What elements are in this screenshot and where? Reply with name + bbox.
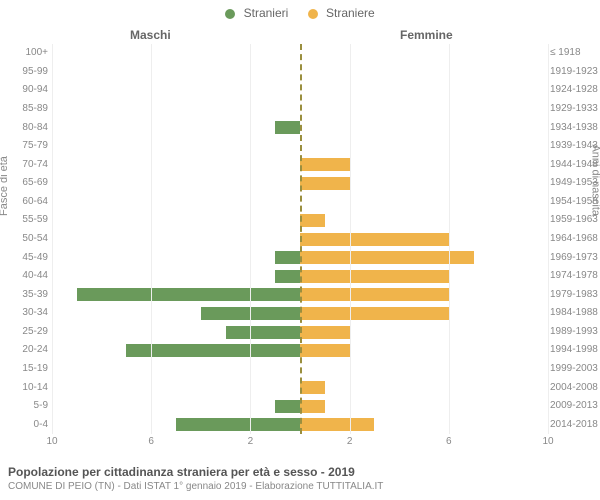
y-label-birth: 1969-1973 [550,252,600,263]
bar-male [176,418,300,431]
bar-female [300,177,350,190]
y-label-birth: ≤ 1918 [550,47,600,58]
bar-male [77,288,300,301]
legend-dot-f [308,9,318,19]
legend-label-m: Stranieri [244,6,289,20]
y-label-birth: 1964-1968 [550,233,600,244]
y-label-age: 70-74 [4,159,48,170]
center-axis [300,44,302,434]
bar-male [275,121,300,134]
y-label-birth: 1979-1983 [550,289,600,300]
y-label-birth: 1959-1963 [550,214,600,225]
y-label-birth: 1974-1978 [550,270,600,281]
bar-female [300,158,350,171]
population-pyramid-chart: Stranieri Straniere Maschi Femmine Fasce… [0,0,600,500]
legend-label-f: Straniere [326,6,375,20]
y-label-birth: 1929-1933 [550,103,600,114]
x-label: 10 [46,436,57,447]
y-label-birth: 1999-2003 [550,363,600,374]
bar-female [300,418,374,431]
y-label-age: 15-19 [4,363,48,374]
y-label-age: 35-39 [4,289,48,300]
bar-male [275,400,300,413]
y-label-age: 30-34 [4,307,48,318]
legend-dot-m [225,9,235,19]
bar-male [275,251,300,264]
y-label-age: 0-4 [4,419,48,430]
gridline [52,44,53,434]
bar-male [275,270,300,283]
bar-male [226,326,300,339]
y-label-age: 40-44 [4,270,48,281]
y-label-age: 90-94 [4,84,48,95]
legend-item-f: Straniere [308,6,375,20]
x-label: 6 [148,436,154,447]
y-label-birth: 1939-1943 [550,140,600,151]
y-label-age: 60-64 [4,196,48,207]
bar-female [300,214,325,227]
y-label-age: 55-59 [4,214,48,225]
bar-female [300,307,449,320]
y-label-age: 10-14 [4,382,48,393]
bar-female [300,270,449,283]
y-label-birth: 1919-1923 [550,66,600,77]
y-label-age: 95-99 [4,66,48,77]
y-label-birth: 1944-1948 [550,159,600,170]
y-label-age: 25-29 [4,326,48,337]
bar-female [300,288,449,301]
bar-female [300,344,350,357]
x-label: 6 [446,436,452,447]
gridline [350,44,351,434]
y-label-age: 100+ [4,47,48,58]
plot-area [52,44,548,434]
bar-female [300,251,474,264]
bar-female [300,233,449,246]
y-label-birth: 2004-2008 [550,382,600,393]
legend: Stranieri Straniere [0,6,600,20]
y-label-birth: 1934-1938 [550,122,600,133]
y-label-age: 5-9 [4,400,48,411]
bar-female [300,381,325,394]
chart-title: Popolazione per cittadinanza straniera p… [8,465,592,479]
y-label-age: 45-49 [4,252,48,263]
y-label-age: 65-69 [4,177,48,188]
legend-item-m: Stranieri [225,6,288,20]
x-label: 10 [542,436,553,447]
y-label-birth: 1984-1988 [550,307,600,318]
chart-footer: Popolazione per cittadinanza straniera p… [8,465,592,492]
y-label-birth: 1954-1958 [550,196,600,207]
y-label-birth: 1924-1928 [550,84,600,95]
y-label-age: 85-89 [4,103,48,114]
column-header-male: Maschi [130,28,171,42]
chart-subtitle: COMUNE DI PEIO (TN) - Dati ISTAT 1° genn… [8,481,592,492]
gridline [548,44,549,434]
y-label-age: 75-79 [4,140,48,151]
gridline [449,44,450,434]
x-label: 2 [248,436,254,447]
gridline [151,44,152,434]
y-label-age: 80-84 [4,122,48,133]
gridline [250,44,251,434]
column-header-female: Femmine [400,28,453,42]
bar-male [126,344,300,357]
y-label-birth: 2009-2013 [550,400,600,411]
y-label-birth: 2014-2018 [550,419,600,430]
y-label-age: 20-24 [4,344,48,355]
bar-female [300,400,325,413]
x-label: 2 [347,436,353,447]
y-label-age: 50-54 [4,233,48,244]
bar-female [300,326,350,339]
y-label-birth: 1994-1998 [550,344,600,355]
y-label-birth: 1949-1953 [550,177,600,188]
y-label-birth: 1989-1993 [550,326,600,337]
